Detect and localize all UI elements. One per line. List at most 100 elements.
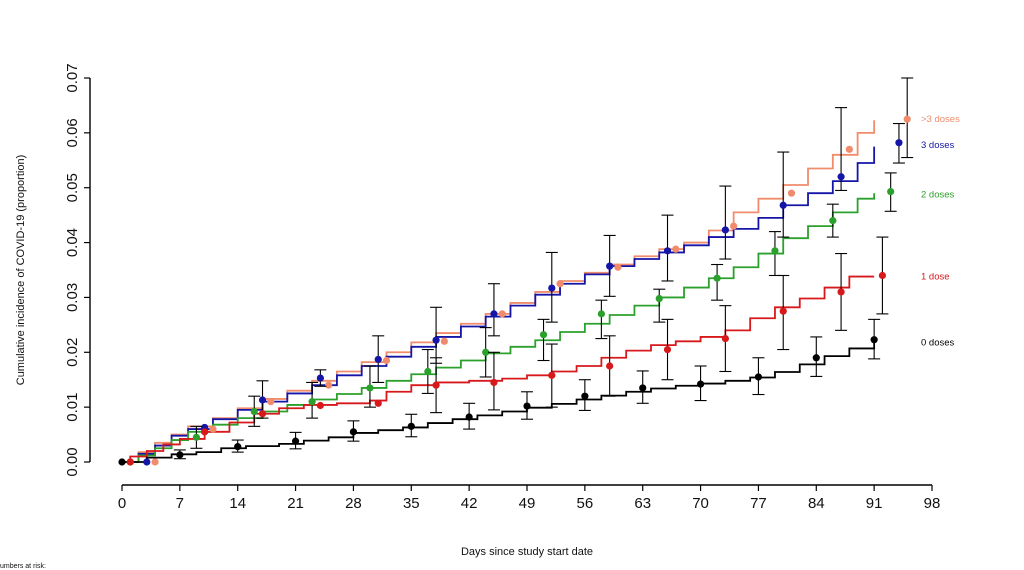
data-point-1-dose xyxy=(258,410,267,418)
error-bar-3-doses xyxy=(487,283,500,337)
data-point--3-doses xyxy=(903,115,911,123)
x-tick-label: 28 xyxy=(345,495,362,512)
y-axis-title: Cumulative incidence of COVID-19 (propor… xyxy=(15,155,27,386)
series-label: 2 doses xyxy=(921,189,955,200)
y-tick-label: 0.02 xyxy=(64,338,81,367)
data-point--3-doses xyxy=(440,337,448,345)
series-line--3-doses xyxy=(122,120,876,463)
error-bar-3-doses xyxy=(719,185,732,260)
x-axis-title: Days since study start date xyxy=(461,546,593,558)
x-tick-label: 70 xyxy=(692,495,709,512)
data-point--3-doses xyxy=(787,189,796,197)
series-label: 1 dose xyxy=(921,272,950,283)
error-bar-2-doses xyxy=(537,318,550,362)
x-tick-label: 77 xyxy=(750,495,767,512)
y-tick-label: 0.01 xyxy=(64,393,81,422)
data-point-1-dose xyxy=(548,371,556,379)
data-point-2-doses xyxy=(366,384,374,392)
data-point-2-doses xyxy=(771,247,779,255)
data-point--3-doses xyxy=(614,263,622,271)
data-point-1-dose xyxy=(606,362,614,370)
data-point-1-dose xyxy=(432,381,440,389)
data-point-0-doses xyxy=(407,422,415,430)
y-tick-label: 0.03 xyxy=(64,283,81,312)
data-point-1-dose xyxy=(490,378,498,387)
data-point-3-doses xyxy=(606,262,614,270)
data-point-3-doses xyxy=(316,374,324,382)
data-point-2-doses xyxy=(482,348,490,356)
data-point-3-doses xyxy=(548,284,556,292)
data-point--3-doses xyxy=(267,398,275,406)
x-tick-label: 35 xyxy=(403,495,420,512)
data-point-0-doses xyxy=(812,354,820,362)
series-line-0-doses xyxy=(122,342,876,463)
data-point--3-doses xyxy=(325,381,333,389)
data-point-3-doses xyxy=(837,173,845,181)
data-point-1-dose xyxy=(779,307,787,315)
series-label: 0 doses xyxy=(921,337,955,348)
data-point-3-doses xyxy=(779,201,787,209)
data-point--3-doses xyxy=(498,310,506,318)
data-point-1-dose xyxy=(126,458,134,466)
series-line-1-dose xyxy=(122,275,875,463)
data-point--3-doses xyxy=(730,222,738,230)
data-point-3-doses xyxy=(895,139,903,147)
data-point-2-doses xyxy=(655,294,663,303)
error-bar-3-doses xyxy=(777,151,790,238)
data-point-3-doses xyxy=(721,226,729,234)
x-tick-label: 14 xyxy=(229,495,246,512)
error-bar-2-doses xyxy=(595,299,608,340)
series-label: 3 doses xyxy=(921,140,955,151)
axes: 0.00 0.01 0.02 0.03 0.04 0.05 0.06 0.07 0 7 14 21 28… xyxy=(64,63,940,512)
data-point-1-dose xyxy=(663,345,672,354)
data-point-1-dose xyxy=(721,334,729,343)
y-tick-label: 0.07 xyxy=(64,63,81,92)
error-bar-2-doses xyxy=(653,288,666,323)
data-point-1-dose xyxy=(878,271,887,280)
x-tick-label: 56 xyxy=(577,495,594,512)
error-bar-2-doses xyxy=(711,263,724,301)
data-point-2-doses xyxy=(424,367,432,376)
data-point-0-doses xyxy=(870,336,878,344)
data-point-2-doses xyxy=(250,407,258,416)
data-point--3-doses xyxy=(382,356,391,365)
data-point-0-doses xyxy=(465,413,473,421)
data-point-3-doses xyxy=(432,336,440,344)
data-point--3-doses xyxy=(209,425,217,433)
x-tick-label: 63 xyxy=(634,495,651,512)
data-point-2-doses xyxy=(539,331,548,339)
data-point--3-doses xyxy=(845,145,853,153)
data-point-3-doses xyxy=(143,458,151,466)
data-point-0-doses xyxy=(176,451,184,459)
y-tick-label: 0.06 xyxy=(64,118,81,147)
series-line-3-doses xyxy=(122,146,876,463)
data-point-0-doses xyxy=(581,392,589,400)
data-point-2-doses xyxy=(308,398,316,406)
data-point-0-doses xyxy=(754,373,763,381)
data-point-3-doses xyxy=(258,396,267,404)
plot-area: >3 doses 3 doses 2 doses 1 dose 0 doses xyxy=(118,77,960,466)
x-tick-label: 91 xyxy=(866,495,883,512)
data-point-0-doses xyxy=(291,437,300,445)
data-point--3-doses xyxy=(672,245,680,253)
x-tick-label: 84 xyxy=(808,495,825,512)
x-tick-label: 42 xyxy=(461,495,478,512)
data-point--3-doses xyxy=(556,280,564,288)
x-tick-label: 0 xyxy=(118,495,126,512)
data-point-3-doses xyxy=(663,247,672,255)
data-point-0-doses xyxy=(118,458,126,466)
data-point-0-doses xyxy=(639,384,647,392)
data-point-2-doses xyxy=(829,217,837,225)
data-point-2-doses xyxy=(192,433,200,441)
data-point-1-dose xyxy=(374,399,382,407)
data-point-2-doses xyxy=(597,310,605,318)
data-point--3-doses xyxy=(151,458,159,466)
y-tick-label: 0.04 xyxy=(64,228,81,257)
x-tick-label: 49 xyxy=(519,495,536,512)
data-point-0-doses xyxy=(696,380,705,388)
data-point-2-doses xyxy=(713,274,721,282)
x-tick-label: 21 xyxy=(287,495,304,512)
x-tick-label: 7 xyxy=(176,495,184,512)
data-point-0-doses xyxy=(234,443,242,451)
